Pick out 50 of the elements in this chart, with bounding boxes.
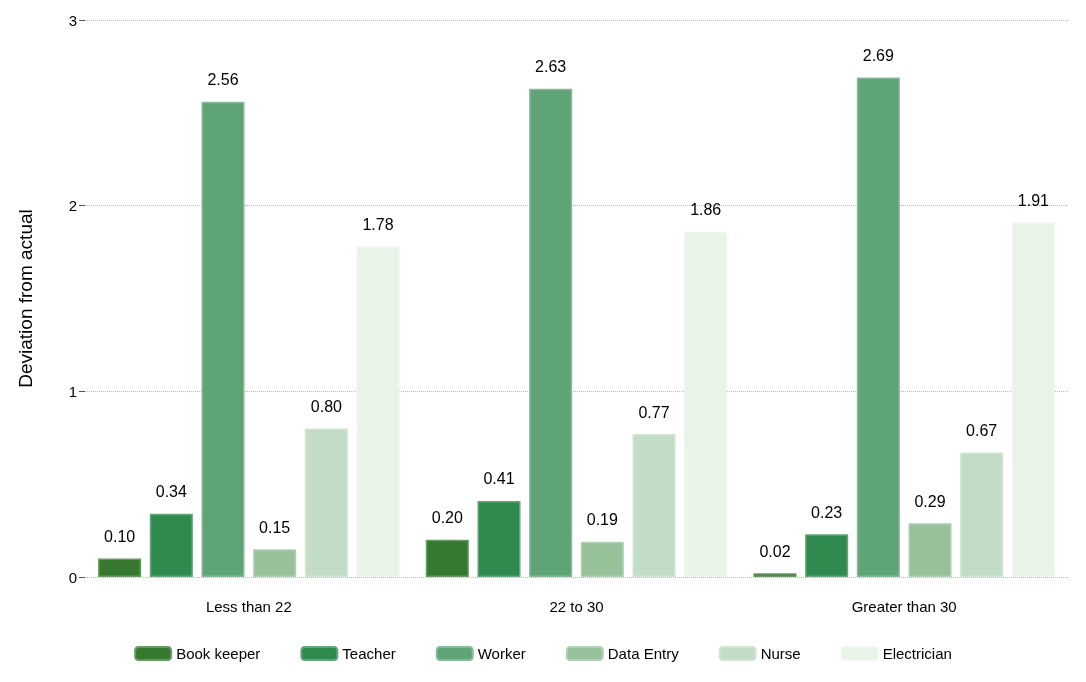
y-tick-label: 2 xyxy=(68,197,77,215)
y-tick-label: 3 xyxy=(68,11,77,29)
bar xyxy=(960,452,1004,577)
bar xyxy=(856,77,900,577)
bar xyxy=(201,101,245,577)
bar xyxy=(98,558,142,577)
y-tick-label: 0 xyxy=(68,568,77,586)
bar xyxy=(632,434,676,577)
legend-label: Data Entry xyxy=(607,645,680,662)
data-label: 0.19 xyxy=(586,511,619,529)
bar xyxy=(753,573,797,577)
bar xyxy=(149,513,193,577)
data-label: 0.80 xyxy=(310,397,343,415)
legend-label: Teacher xyxy=(342,645,396,662)
bar xyxy=(477,500,521,577)
data-label: 0.77 xyxy=(638,403,670,421)
data-label: 1.91 xyxy=(1017,191,1050,209)
bar xyxy=(580,541,624,577)
bar xyxy=(805,534,849,577)
bar xyxy=(304,428,348,577)
data-label: 0.10 xyxy=(104,527,136,545)
x-tick-label: 22 to 30 xyxy=(549,598,604,615)
data-label: 2.63 xyxy=(535,58,567,76)
bar xyxy=(529,88,573,577)
data-label: 0.41 xyxy=(483,470,515,488)
bar xyxy=(1011,222,1055,577)
y-axis-title: Deviation from actual xyxy=(15,209,36,388)
data-label: 0.29 xyxy=(914,492,946,510)
legend-label: Worker xyxy=(477,645,526,662)
y-tick-label: 1 xyxy=(68,382,77,400)
data-label: 0.34 xyxy=(155,483,187,501)
data-label: 0.02 xyxy=(759,542,791,560)
bar xyxy=(425,539,469,577)
data-label: 2.56 xyxy=(207,71,239,89)
data-label: 1.78 xyxy=(362,216,394,234)
data-label: 2.69 xyxy=(862,47,894,65)
bar xyxy=(684,231,728,577)
legend-label: Nurse xyxy=(760,645,801,662)
data-label: 0.23 xyxy=(811,503,843,521)
data-label: 0.67 xyxy=(966,422,998,440)
legend-label: Electrician xyxy=(882,645,952,662)
data-label: 0.15 xyxy=(259,518,291,536)
data-label: 1.86 xyxy=(690,201,722,219)
bar xyxy=(253,549,297,577)
data-label: 0.20 xyxy=(431,509,463,527)
legend-label: Book keeper xyxy=(176,645,261,662)
x-tick-label: Less than 22 xyxy=(205,598,292,615)
x-tick-label: Greater than 30 xyxy=(851,598,957,615)
bar xyxy=(908,523,952,577)
bar xyxy=(356,246,400,577)
